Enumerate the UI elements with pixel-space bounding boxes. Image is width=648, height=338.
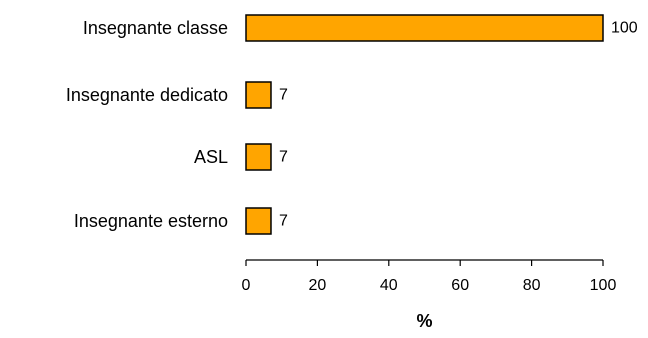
x-tick-label-5: 100 bbox=[590, 277, 617, 294]
x-tick-label-4: 80 bbox=[523, 277, 541, 294]
x-tick-label-0: 0 bbox=[242, 277, 251, 294]
x-tick-label-2: 40 bbox=[380, 277, 398, 294]
x-axis-title: % bbox=[416, 311, 432, 331]
bar-1 bbox=[245, 81, 272, 109]
category-label-3: Insegnante esterno bbox=[74, 211, 228, 231]
data-label-3: 7 bbox=[279, 213, 288, 230]
category-labels-layer: Insegnante classe Insegnante dedicato ASL I… bbox=[66, 18, 228, 231]
bars-layer bbox=[245, 14, 604, 235]
x-tick-label-3: 60 bbox=[451, 277, 469, 294]
bar-2 bbox=[245, 143, 272, 171]
category-label-0: Insegnante classe bbox=[83, 18, 228, 38]
x-tick-label-1: 20 bbox=[309, 277, 327, 294]
data-label-1: 7 bbox=[279, 87, 288, 104]
value-labels-layer: 100 7 7 7 bbox=[279, 20, 638, 230]
category-label-1: Insegnante dedicato bbox=[66, 85, 228, 105]
data-label-2: 7 bbox=[279, 149, 288, 166]
bar-0 bbox=[245, 14, 604, 42]
category-label-2: ASL bbox=[194, 147, 228, 167]
x-axis: 0 20 40 60 80 100 bbox=[242, 259, 617, 294]
bar-3 bbox=[245, 207, 272, 235]
data-label-0: 100 bbox=[611, 20, 638, 37]
